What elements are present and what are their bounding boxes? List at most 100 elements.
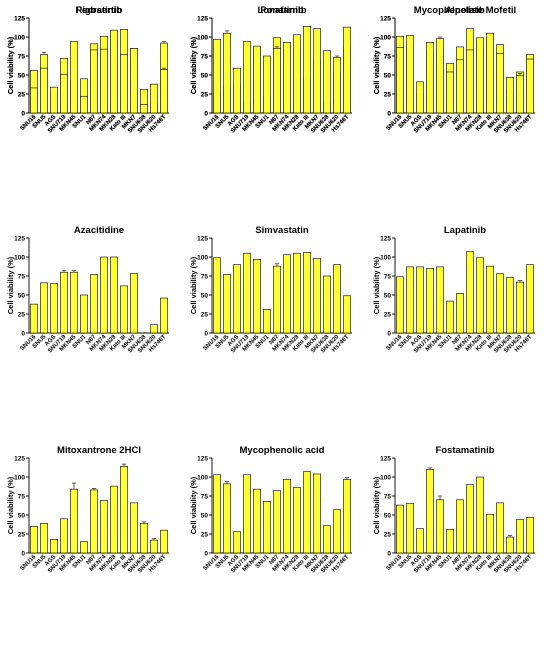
y-axis-label: Cell viability (%) — [372, 256, 381, 314]
bar — [120, 54, 128, 114]
y-tick-label: 75 — [201, 273, 209, 280]
y-tick-label: 50 — [201, 512, 209, 519]
bar — [70, 488, 78, 554]
bar — [506, 536, 514, 554]
y-tick-label: 25 — [384, 311, 392, 318]
bar — [426, 469, 434, 554]
y-tick-label: 125 — [14, 235, 25, 242]
bar-chart: Fedratinib Cell viability (%) 0 25 50 75 100 12… — [6, 5, 169, 134]
y-tick-label: 100 — [197, 34, 208, 41]
bar — [243, 252, 251, 334]
y-tick-label: 125 — [197, 455, 208, 462]
y-tick-label: 100 — [380, 34, 391, 41]
y-tick-label: 100 — [380, 254, 391, 261]
bar — [160, 69, 168, 114]
y-tick-label: 100 — [14, 34, 25, 41]
bar-chart: Mitoxantrone 2HCl Cell viability (%) 0 25 50… — [6, 445, 169, 574]
bar — [273, 265, 281, 334]
y-tick-label: 0 — [21, 330, 25, 337]
y-tick-label: 100 — [14, 474, 25, 481]
y-tick-label: 75 — [384, 493, 392, 500]
bar — [243, 41, 251, 114]
y-axis-label: Cell viability (%) — [372, 36, 381, 94]
y-tick-label: 100 — [197, 474, 208, 481]
y-tick-label: 75 — [18, 273, 26, 280]
y-tick-label: 25 — [201, 531, 209, 538]
y-tick-label: 75 — [201, 493, 209, 500]
bar — [396, 47, 404, 114]
y-tick-label: 125 — [380, 455, 391, 462]
bar — [446, 529, 454, 554]
y-tick-label: 25 — [18, 311, 26, 318]
y-tick-label: 100 — [197, 254, 208, 261]
bar — [496, 502, 504, 554]
bar — [233, 67, 241, 114]
bar — [150, 83, 158, 114]
chart-title: Fedratinib — [76, 5, 122, 16]
bar — [283, 42, 291, 114]
bar — [120, 466, 128, 554]
bar — [526, 516, 534, 554]
bar — [343, 295, 351, 334]
bar — [233, 264, 241, 334]
bar-chart: Simvastatin Cell viability (%) 0 25 50 75 100 1… — [189, 225, 352, 354]
bar — [90, 274, 98, 334]
y-axis-label: Cell viability (%) — [6, 256, 15, 314]
bar — [100, 500, 108, 554]
y-tick-label: 25 — [201, 91, 209, 98]
bar — [40, 67, 48, 114]
chart-title: Simvastatin — [255, 225, 309, 236]
y-tick-label: 25 — [384, 91, 392, 98]
bar — [516, 281, 524, 334]
y-tick-label: 50 — [384, 72, 392, 79]
y-tick-label: 75 — [201, 53, 209, 60]
bar — [396, 504, 404, 554]
bar — [323, 275, 331, 334]
chart-panel: Fedratinib Cell viability (%) 0 25 50 75 100 12… — [0, 0, 183, 220]
y-tick-label: 25 — [201, 311, 209, 318]
bar — [283, 254, 291, 334]
bar — [313, 473, 321, 554]
bar — [80, 294, 88, 334]
bar — [213, 38, 221, 114]
bar — [416, 81, 424, 114]
y-tick-label: 100 — [14, 254, 25, 261]
bar — [40, 523, 48, 554]
bar — [406, 503, 414, 554]
chart-title: Mycophenolic acid — [240, 445, 325, 456]
bar — [283, 478, 291, 554]
bar — [263, 55, 271, 114]
bar — [476, 476, 484, 554]
y-tick-label: 50 — [201, 292, 209, 299]
chart-title: Ponatinib — [260, 5, 303, 16]
chart-panel: Fostamatinib Cell viability (%) 0 25 50 75 100… — [366, 440, 549, 660]
bar — [496, 273, 504, 334]
chart-title: Mycophenolate Mofetil — [414, 5, 516, 16]
y-tick-label: 25 — [18, 531, 26, 538]
y-tick-label: 0 — [204, 110, 208, 117]
bar — [50, 283, 58, 334]
bar — [293, 487, 301, 554]
y-tick-label: 100 — [380, 474, 391, 481]
bar — [90, 489, 98, 554]
bar — [416, 528, 424, 554]
chart-title: Mitoxantrone 2HCl — [57, 445, 141, 456]
y-tick-label: 125 — [380, 235, 391, 242]
bar — [323, 50, 331, 114]
bar — [313, 28, 321, 114]
y-tick-label: 75 — [18, 493, 26, 500]
bar — [486, 513, 494, 554]
bar-chart: Alpelisib Cell viability (%) 0 25 50 75 100 125… — [372, 5, 535, 134]
bar — [303, 471, 311, 554]
y-tick-label: 0 — [204, 330, 208, 337]
bar — [446, 71, 454, 114]
bar — [343, 478, 351, 554]
y-axis-label: Cell viability (%) — [372, 476, 381, 534]
bar — [223, 274, 231, 334]
bar — [273, 490, 281, 554]
bar — [436, 499, 444, 554]
bar-chart: Lonafarnib Cell viability (%) 0 25 50 75 100 12… — [189, 5, 352, 134]
bar — [333, 264, 341, 334]
y-tick-label: 25 — [18, 91, 26, 98]
bar — [150, 324, 158, 334]
